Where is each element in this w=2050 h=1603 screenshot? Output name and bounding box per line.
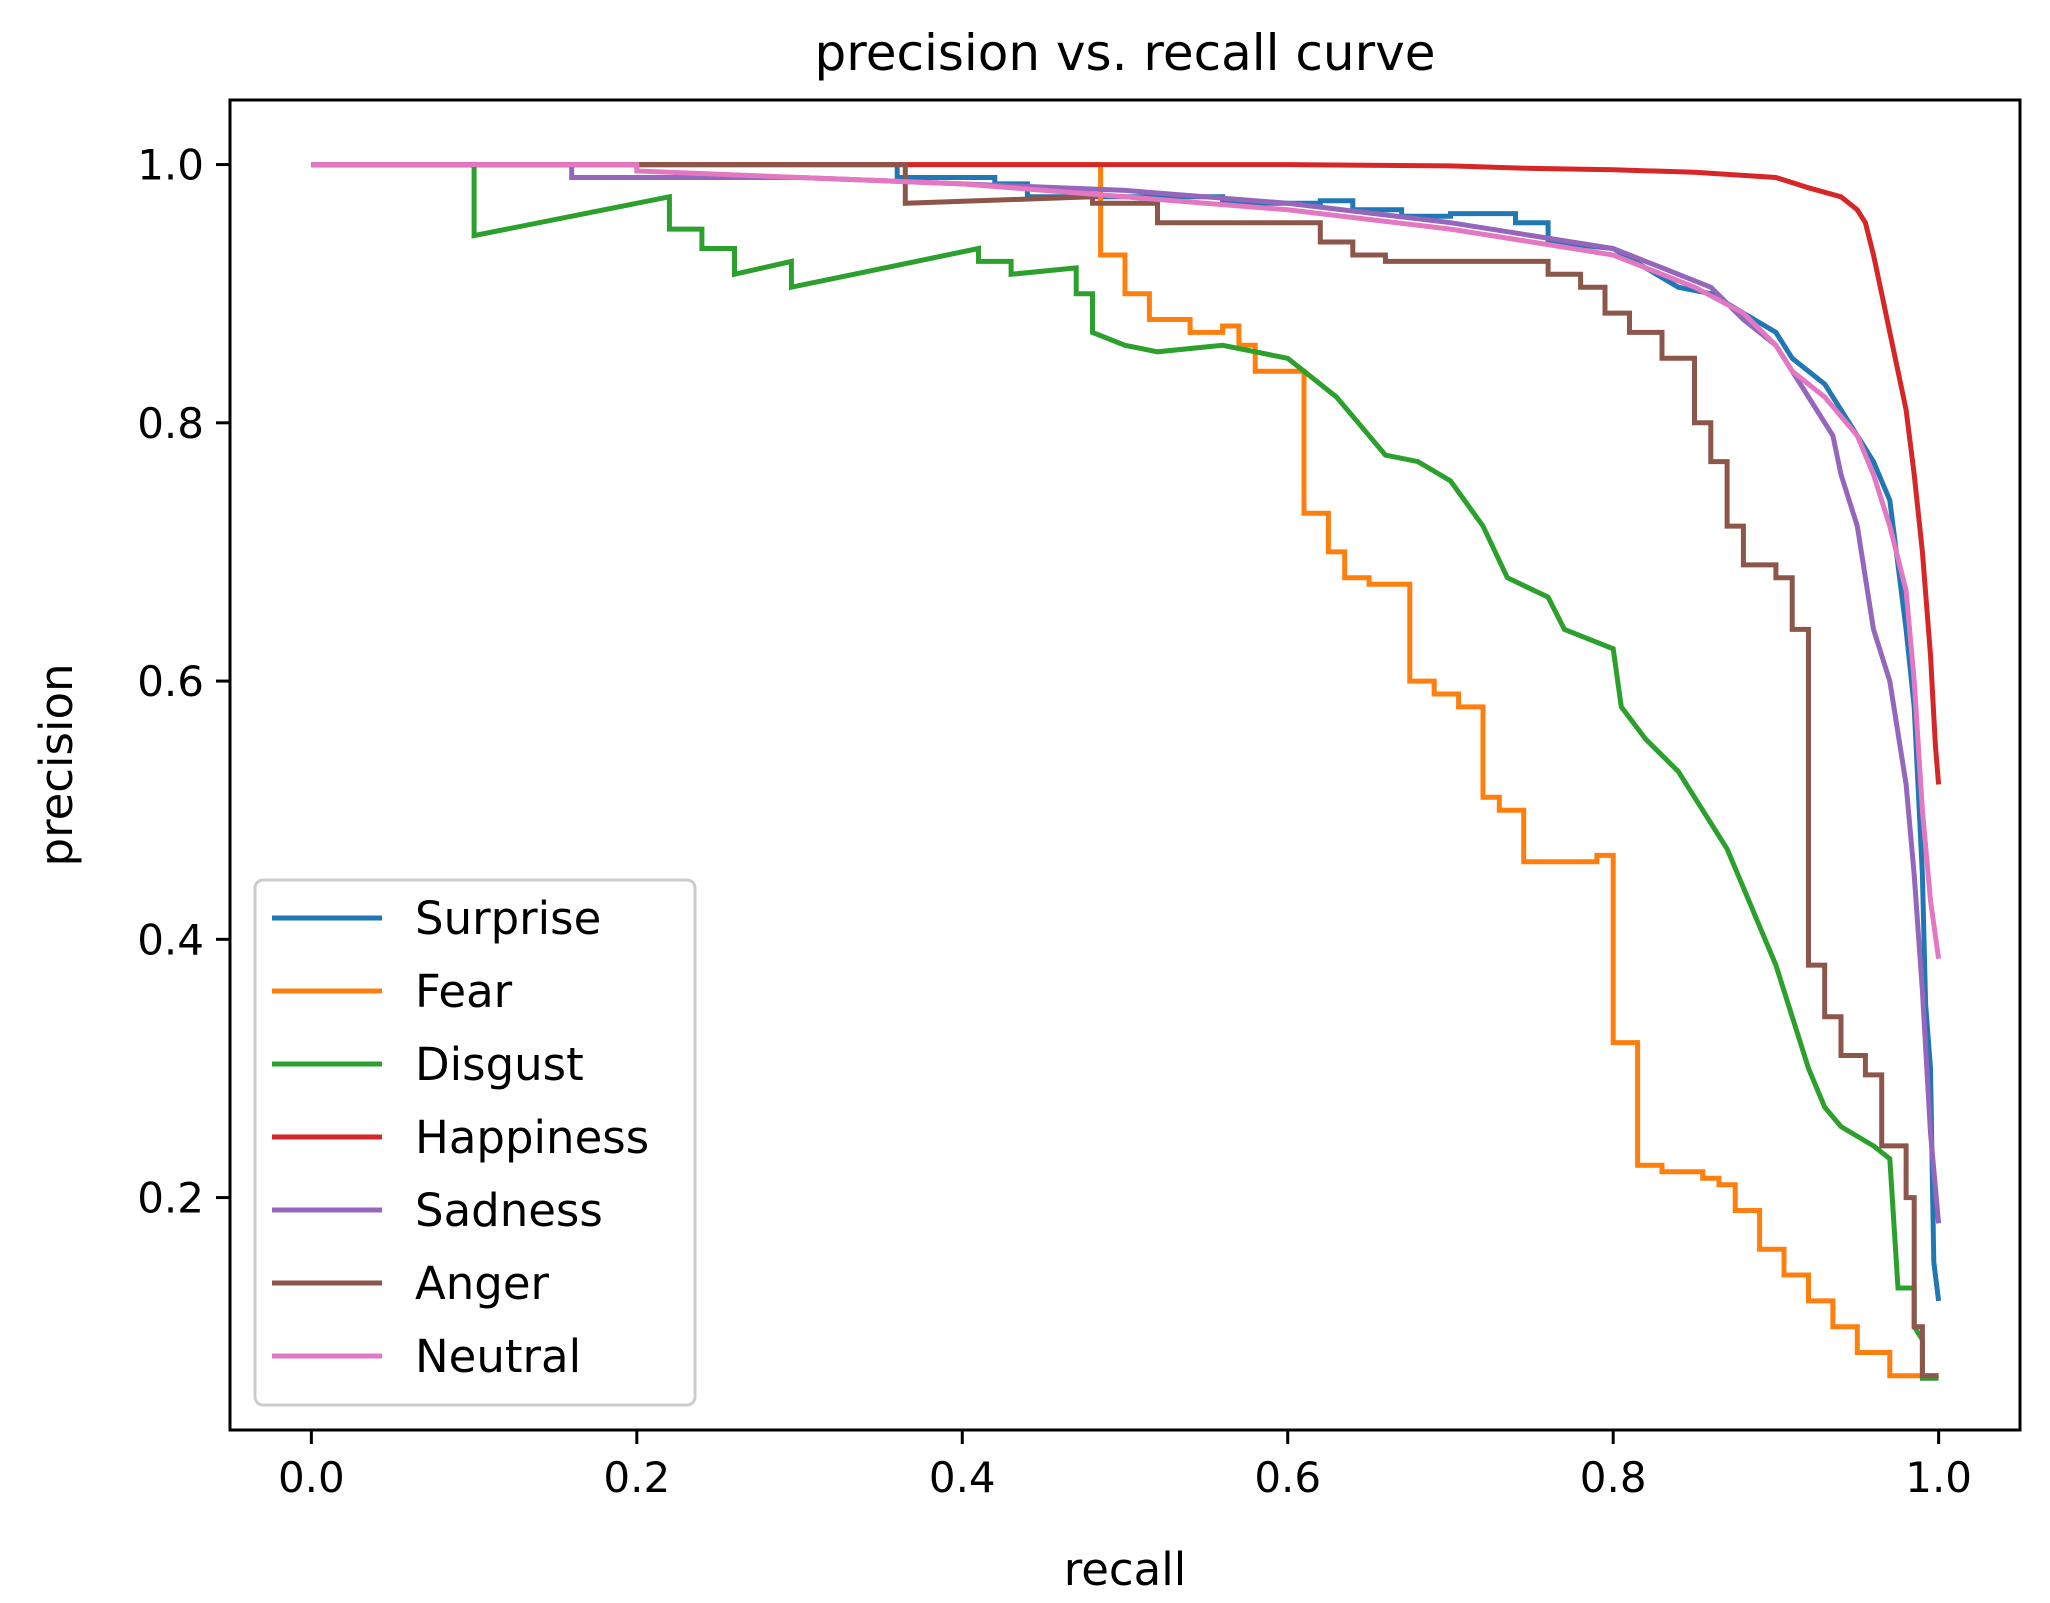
- y-axis-ticks: 0.2 0.4 0.6 0.8 1.0: [137, 141, 230, 1223]
- x-axis-label: recall: [1064, 1543, 1187, 1596]
- x-tick-label: 0.0: [278, 1453, 345, 1502]
- y-axis-label: precision: [30, 663, 83, 866]
- legend-box: [253, 878, 697, 1407]
- x-tick-label: 1.0: [1905, 1453, 1972, 1502]
- series-line-disgust: [311, 162, 1939, 1381]
- series-line-fear: [311, 162, 1939, 1379]
- chart-title: precision vs. recall curve: [815, 24, 1436, 82]
- y-tick-label: 0.2: [137, 1174, 204, 1223]
- legend-label-happiness: Happiness: [415, 1111, 649, 1164]
- series-layer: [311, 162, 1942, 1381]
- y-tick-label: 0.8: [137, 399, 204, 448]
- x-tick-label: 0.6: [1254, 1453, 1321, 1502]
- plot-frame: [228, 98, 2022, 1432]
- legend-label-neutral: Neutral: [415, 1330, 581, 1383]
- legend-label-sadness: Sadness: [415, 1184, 603, 1237]
- x-tick-label: 0.8: [1580, 1453, 1647, 1502]
- series-line-happiness: [311, 162, 1942, 785]
- y-tick-label: 1.0: [137, 141, 204, 190]
- y-tick-label: 0.6: [137, 657, 204, 706]
- series-line-anger: [311, 162, 1939, 1379]
- series-line-neutral: [311, 162, 1942, 960]
- legend-label-fear: Fear: [415, 965, 513, 1018]
- legend: Surprise Fear Disgust Happiness Sadness Anger…: [253, 878, 697, 1407]
- legend-label-surprise: Surprise: [415, 892, 601, 945]
- x-axis-ticks: 0.0 0.2 0.4 0.6 0.8 1.0: [278, 1430, 1972, 1502]
- x-tick-label: 0.4: [929, 1453, 996, 1502]
- x-tick-label: 0.2: [603, 1453, 670, 1502]
- y-tick-label: 0.4: [137, 915, 204, 964]
- legend-label-disgust: Disgust: [415, 1038, 584, 1091]
- legend-label-anger: Anger: [415, 1257, 550, 1310]
